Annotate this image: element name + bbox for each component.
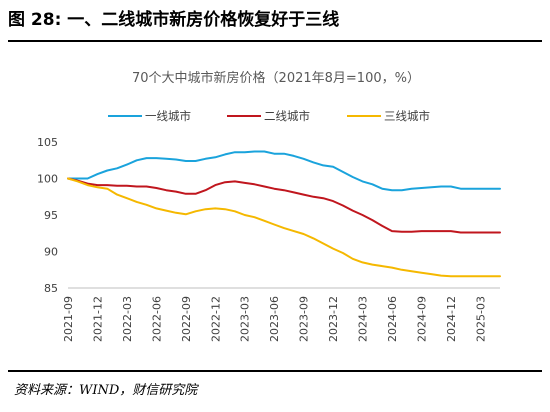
figure-label: 图 28:	[8, 10, 62, 30]
x-tick-label: 2022-12	[209, 296, 222, 342]
x-tick-label: 2023-09	[298, 296, 311, 342]
legend-label-2: 二线城市	[264, 109, 310, 123]
x-tick-label: 2022-03	[121, 296, 134, 342]
figure-header: 图 28: 一、二线城市新房价格恢复好于三线	[8, 6, 542, 34]
x-tick-label: 2023-12	[327, 296, 340, 342]
x-tick-label: 2021-09	[62, 296, 75, 342]
x-tick-label: 2024-06	[386, 296, 399, 342]
y-axis: 85 90 95 100 105	[37, 136, 58, 295]
x-tick-label: 2023-06	[268, 296, 281, 342]
x-axis: 2021-09 2021-12 2022-03 2022-06 2022-09 2022-…	[62, 287, 500, 342]
y-tick-label: 85	[44, 282, 58, 295]
x-tick-label: 2024-09	[415, 296, 428, 342]
series-layer	[67, 150, 501, 278]
x-tick-label: 2022-06	[150, 296, 163, 342]
chart-title: 70个大中城市新房价格（2021年8月=100，%）	[132, 70, 420, 86]
legend-label-1: 一线城市	[145, 109, 191, 123]
bottom-rule	[8, 370, 542, 372]
chart-legend: 一线城市 二线城市 三线城市	[108, 109, 430, 123]
y-tick-label: 100	[37, 173, 58, 186]
x-tick-label: 2025-03	[474, 296, 487, 342]
y-tick-label: 95	[44, 209, 58, 222]
series-line-2	[67, 177, 501, 234]
y-tick-label: 105	[37, 136, 58, 149]
x-tick-label: 2024-03	[357, 296, 370, 342]
series-line-1	[67, 150, 501, 192]
legend-label-3: 三线城市	[384, 109, 430, 123]
series-line-3	[67, 177, 501, 278]
top-rule	[8, 40, 542, 42]
y-tick-label: 90	[44, 246, 58, 259]
figure-caption: 一、二线城市新房价格恢复好于三线	[67, 10, 340, 30]
x-tick-label: 2022-09	[180, 296, 193, 342]
x-tick-label: 2021-12	[91, 296, 104, 342]
line-chart: 70个大中城市新房价格（2021年8月=100，%） 一线城市 二线城市 三线城市 …	[37, 70, 501, 342]
source-note: 资料来源：WIND，财信研究院	[14, 383, 198, 398]
x-tick-label: 2024-12	[445, 296, 458, 342]
x-tick-label: 2023-03	[239, 296, 252, 342]
